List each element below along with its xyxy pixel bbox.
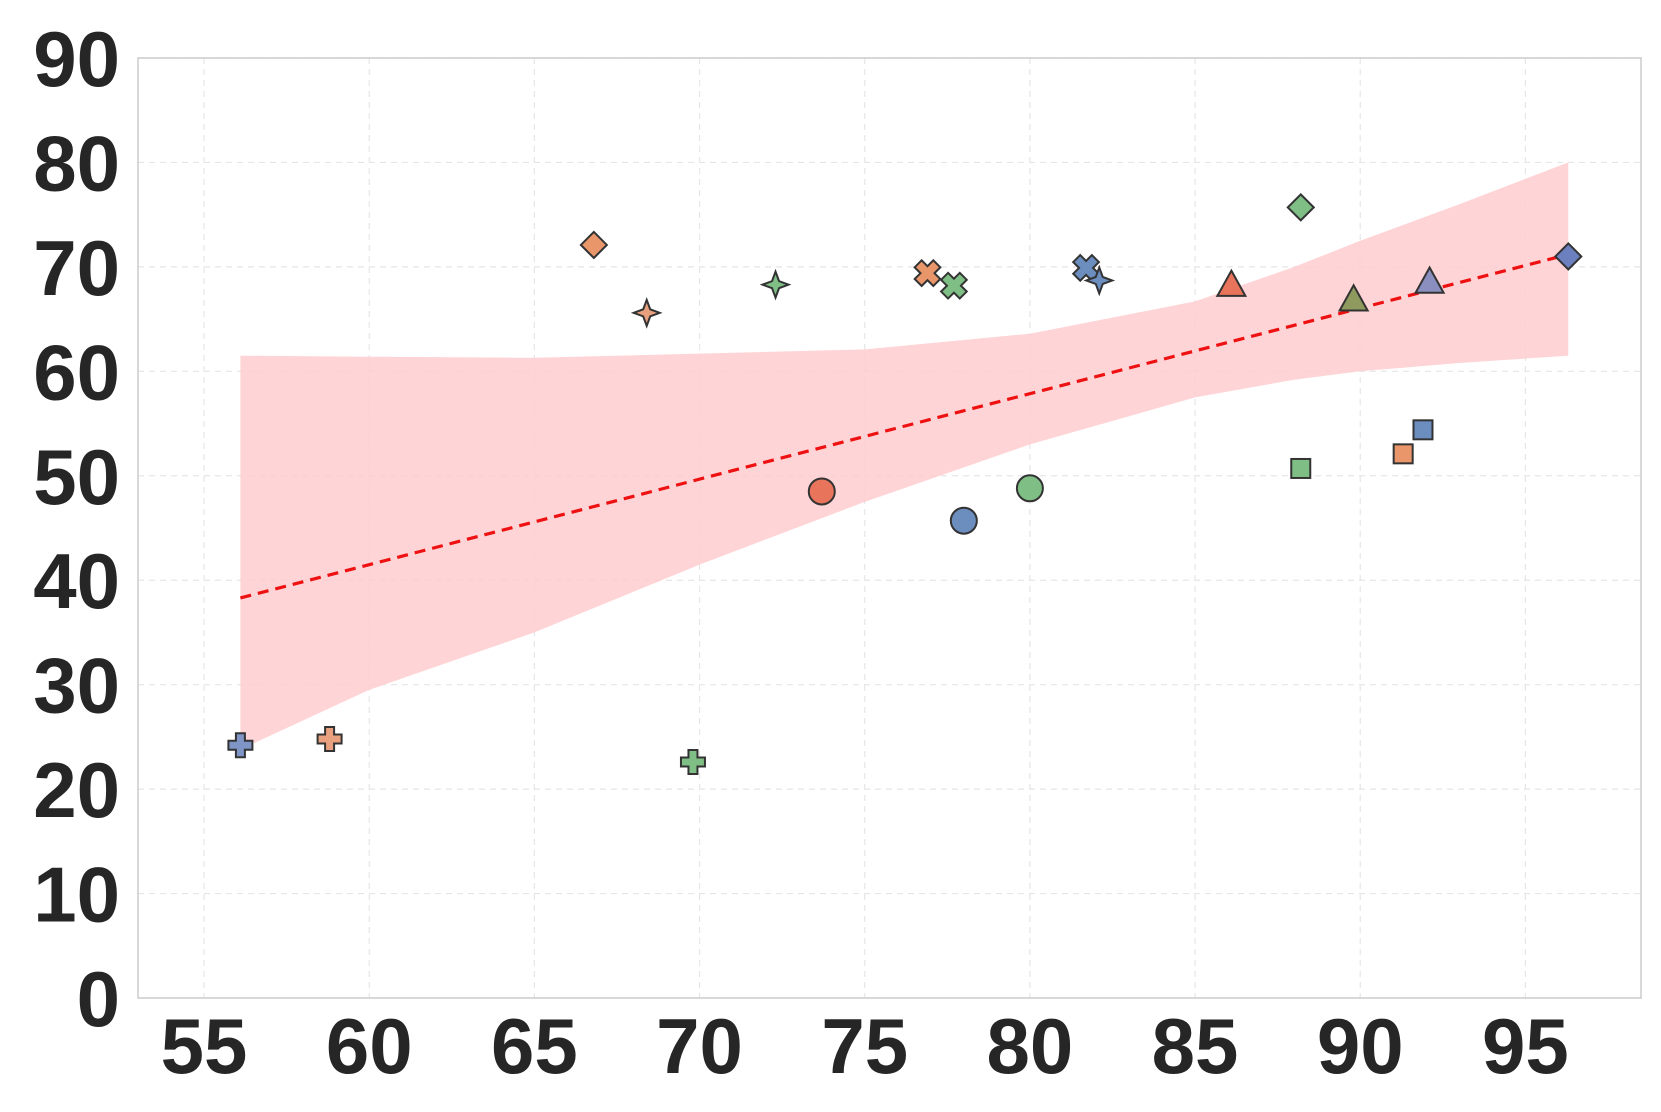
data-points-layer bbox=[227, 192, 1583, 775]
y-tick-label: 70 bbox=[33, 224, 120, 312]
trend-line bbox=[240, 252, 1569, 600]
data-point-square bbox=[1290, 457, 1312, 479]
data-point-diamond bbox=[1553, 242, 1583, 271]
data-point-square bbox=[1392, 443, 1414, 465]
y-tick-label: 80 bbox=[33, 119, 120, 207]
x-tick-label: 80 bbox=[987, 1002, 1074, 1090]
y-tick-label: 30 bbox=[33, 642, 120, 730]
y-tick-label: 90 bbox=[33, 15, 120, 103]
plot-frame bbox=[137, 57, 1642, 999]
data-point-plus bbox=[679, 748, 706, 775]
x-tick-label: 85 bbox=[1152, 1002, 1239, 1090]
y-tick-label: 60 bbox=[33, 328, 120, 416]
data-point-square bbox=[1412, 419, 1434, 441]
data-point-triangle bbox=[1413, 265, 1446, 294]
data-point-star4 bbox=[1083, 264, 1116, 297]
data-point-x bbox=[1071, 253, 1101, 283]
confidence-band bbox=[240, 162, 1569, 750]
x-tick-label: 65 bbox=[491, 1002, 578, 1090]
data-point-star4 bbox=[630, 296, 663, 329]
x-tick-label: 75 bbox=[821, 1002, 908, 1090]
data-point-circle bbox=[807, 477, 836, 506]
data-point-diamond bbox=[1286, 192, 1316, 222]
data-point-x bbox=[913, 258, 942, 288]
y-tick-label: 20 bbox=[33, 746, 120, 834]
x-tick-label: 70 bbox=[656, 1002, 743, 1090]
x-tick-labels: 55 60 65 70 75 80 85 90 95 bbox=[161, 1002, 1569, 1090]
data-point-plus bbox=[227, 732, 254, 759]
x-tick-label: 90 bbox=[1317, 1002, 1404, 1090]
data-point-circle bbox=[949, 506, 978, 535]
data-point-triangle bbox=[1215, 268, 1248, 297]
x-tick-label: 55 bbox=[161, 1002, 248, 1090]
data-point-diamond bbox=[579, 230, 609, 260]
data-point-plus bbox=[316, 725, 343, 752]
y-tick-label: 10 bbox=[33, 851, 120, 939]
data-point-x bbox=[939, 271, 969, 300]
x-tick-label: 60 bbox=[326, 1002, 413, 1090]
x-tick-label: 95 bbox=[1482, 1002, 1569, 1090]
y-tick-labels: 0 10 20 30 40 50 60 70 80 90 bbox=[33, 15, 120, 1043]
data-point-triangle bbox=[1337, 283, 1370, 312]
y-tick-label: 40 bbox=[33, 537, 120, 625]
data-point-circle bbox=[1015, 474, 1044, 503]
trend-line-layer bbox=[240, 252, 1569, 600]
confidence-band-layer bbox=[240, 162, 1569, 750]
y-tick-label: 0 bbox=[77, 955, 120, 1043]
y-tick-label: 50 bbox=[33, 433, 120, 521]
data-point-star4 bbox=[759, 268, 792, 301]
